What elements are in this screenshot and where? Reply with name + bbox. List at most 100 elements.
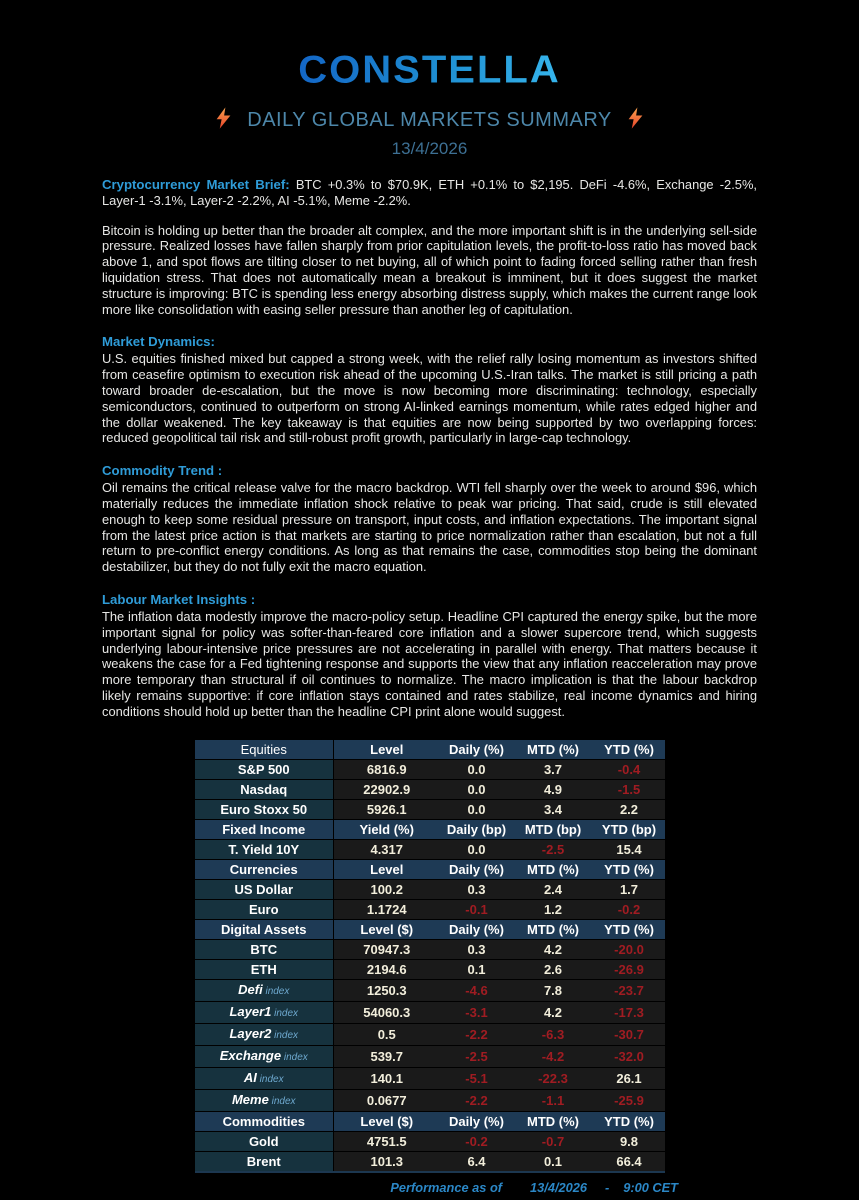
table-row-label: Layer2 index: [195, 1023, 334, 1046]
table-column-header: Daily (%): [440, 859, 513, 880]
commodity-trend-paragraph: Oil remains the critical release valve f…: [102, 480, 757, 575]
table-group-header-row: Digital Assets Level ($) Daily (%) MTD (%) Y…: [195, 919, 665, 940]
table-value-cell: 1250.3: [333, 979, 440, 1002]
table-value-cell: -22.3: [513, 1067, 593, 1090]
table-value-cell: 100.2: [333, 879, 440, 900]
table-value-cell: -1.5: [593, 779, 665, 800]
table-value-cell: 0.1: [440, 959, 513, 980]
table-value-cell: 7.8: [513, 979, 593, 1002]
table-column-header: MTD (%): [513, 859, 593, 880]
table-value-cell: 3.4: [513, 799, 593, 820]
table-column-header: Daily (bp): [440, 819, 513, 840]
table-value-cell: -0.4: [593, 759, 665, 780]
table-value-cell: -17.3: [593, 1001, 665, 1024]
table-value-cell: -5.1: [440, 1067, 513, 1090]
table-row-label: Gold: [195, 1131, 334, 1152]
table-value-cell: 1.7: [593, 879, 665, 900]
table-group-header-row: Currencies Level Daily (%) MTD (%) YTD (%): [195, 859, 665, 880]
table-row: Exchange index 539.7 -2.5 -4.2 -32.0: [195, 1045, 665, 1068]
table-column-header: MTD (bp): [513, 819, 593, 840]
table-group-label: Currencies: [195, 859, 334, 880]
table-value-cell: -2.5: [513, 839, 593, 860]
table-value-cell: 5926.1: [333, 799, 440, 820]
table-group-label: Commodities: [195, 1111, 334, 1132]
section-crypto-brief: Cryptocurrency Market Brief: BTC +0.3% t…: [102, 177, 757, 317]
table-value-cell: 0.3: [440, 879, 513, 900]
table-row: T. Yield 10Y 4.317 0.0 -2.5 15.4: [195, 839, 665, 860]
table-group-label: Fixed Income: [195, 819, 334, 840]
table-value-cell: -0.1: [440, 899, 513, 920]
table-column-header: Daily (%): [440, 739, 513, 760]
table-value-cell: 26.1: [593, 1067, 665, 1090]
table-value-cell: 0.0: [440, 839, 513, 860]
table-value-cell: -26.9: [593, 959, 665, 980]
table-row-label: Brent: [195, 1151, 334, 1173]
market-dynamics-paragraph: U.S. equities finished mixed but capped …: [102, 351, 757, 446]
table-value-cell: -6.3: [513, 1023, 593, 1046]
table-value-cell: 3.7: [513, 759, 593, 780]
labour-market-paragraph: The inflation data modestly improve the …: [102, 608, 757, 719]
table-value-cell: 22902.9: [333, 779, 440, 800]
table-value-cell: 15.4: [593, 839, 665, 860]
table-value-cell: -2.5: [440, 1045, 513, 1068]
table-value-cell: -0.7: [513, 1131, 593, 1152]
crypto-body-paragraph: Bitcoin is holding up better than the br…: [102, 222, 757, 317]
table-value-cell: -23.7: [593, 979, 665, 1002]
table-row: Euro 1.1724 -0.1 1.2 -0.2: [195, 899, 665, 920]
table-column-header: YTD (bp): [593, 819, 665, 840]
table-column-header: Daily (%): [440, 1111, 513, 1132]
table-group-label: Digital Assets: [195, 919, 334, 940]
table-value-cell: 140.1: [333, 1067, 440, 1090]
table-value-cell: 1.2: [513, 899, 593, 920]
table-value-cell: 1.1724: [333, 899, 440, 920]
table-row: Defi index 1250.3 -4.6 7.8 -23.7: [195, 979, 665, 1002]
table-row-label: T. Yield 10Y: [195, 839, 334, 860]
table-row: Nasdaq 22902.9 0.0 4.9 -1.5: [195, 779, 665, 800]
lightning-bolt-icon: [216, 107, 231, 134]
table-row: AI index 140.1 -5.1 -22.3 26.1: [195, 1067, 665, 1090]
table-value-cell: 6816.9: [333, 759, 440, 780]
table-value-cell: 0.0: [440, 779, 513, 800]
table-value-cell: -4.2: [513, 1045, 593, 1068]
table-row-label: AI index: [195, 1067, 334, 1090]
table-value-cell: 0.0: [440, 759, 513, 780]
table-row: Layer1 index 54060.3 -3.1 4.2 -17.3: [195, 1001, 665, 1024]
table-column-header: YTD (%): [593, 739, 665, 760]
logo-container: CONSTELLA: [0, 0, 859, 93]
table-row: ETH 2194.6 0.1 2.6 -26.9: [195, 959, 665, 980]
table-value-cell: 0.1: [513, 1151, 593, 1173]
table-value-cell: -2.2: [440, 1089, 513, 1112]
table-value-cell: -25.9: [593, 1089, 665, 1112]
table-value-cell: -1.1: [513, 1089, 593, 1112]
section-labour-market: Labour Market Insights : The inflation d…: [102, 592, 757, 720]
table-group-header-row: Fixed Income Yield (%) Daily (bp) MTD (bp) Y…: [195, 819, 665, 840]
table-column-header: YTD (%): [593, 859, 665, 880]
table-value-cell: 9.8: [593, 1131, 665, 1152]
table-group-header-row: Equities Level Daily (%) MTD (%) YTD (%): [195, 739, 665, 760]
section-heading-market-dynamics: Market Dynamics:: [102, 334, 215, 350]
report-body: Cryptocurrency Market Brief: BTC +0.3% t…: [102, 177, 757, 720]
table-value-cell: 70947.3: [333, 939, 440, 960]
performance-footer-date: 13/4/2026: [530, 1179, 587, 1195]
table-row: Meme index 0.0677 -2.2 -1.1 -25.9: [195, 1089, 665, 1112]
table-row: BTC 70947.3 0.3 4.2 -20.0: [195, 939, 665, 960]
table-column-header: Level: [333, 739, 440, 760]
table-row-label: Euro Stoxx 50: [195, 799, 334, 820]
table-value-cell: -0.2: [593, 899, 665, 920]
table-value-cell: 4751.5: [333, 1131, 440, 1152]
lightning-bolt-icon: [628, 107, 643, 134]
table-column-header: MTD (%): [513, 739, 593, 760]
performance-footer-dash: -: [604, 1179, 610, 1195]
performance-footer-label: Performance as of: [390, 1179, 503, 1195]
section-heading-commodity-trend: Commodity Trend :: [102, 463, 223, 479]
table-row: S&P 500 6816.9 0.0 3.7 -0.4: [195, 759, 665, 780]
table-row-label: ETH: [195, 959, 334, 980]
table-value-cell: -30.7: [593, 1023, 665, 1046]
table-row-label: Meme index: [195, 1089, 334, 1112]
table-row-label: Nasdaq: [195, 779, 334, 800]
table-row: Layer2 index 0.5 -2.2 -6.3 -30.7: [195, 1023, 665, 1046]
performance-footer: Performance as of 13/4/2026 - 9:00 CET: [195, 1180, 678, 1195]
report-date: 13/4/2026: [391, 139, 468, 158]
report-title-row: DAILY GLOBAL MARKETS SUMMARY: [0, 107, 859, 134]
